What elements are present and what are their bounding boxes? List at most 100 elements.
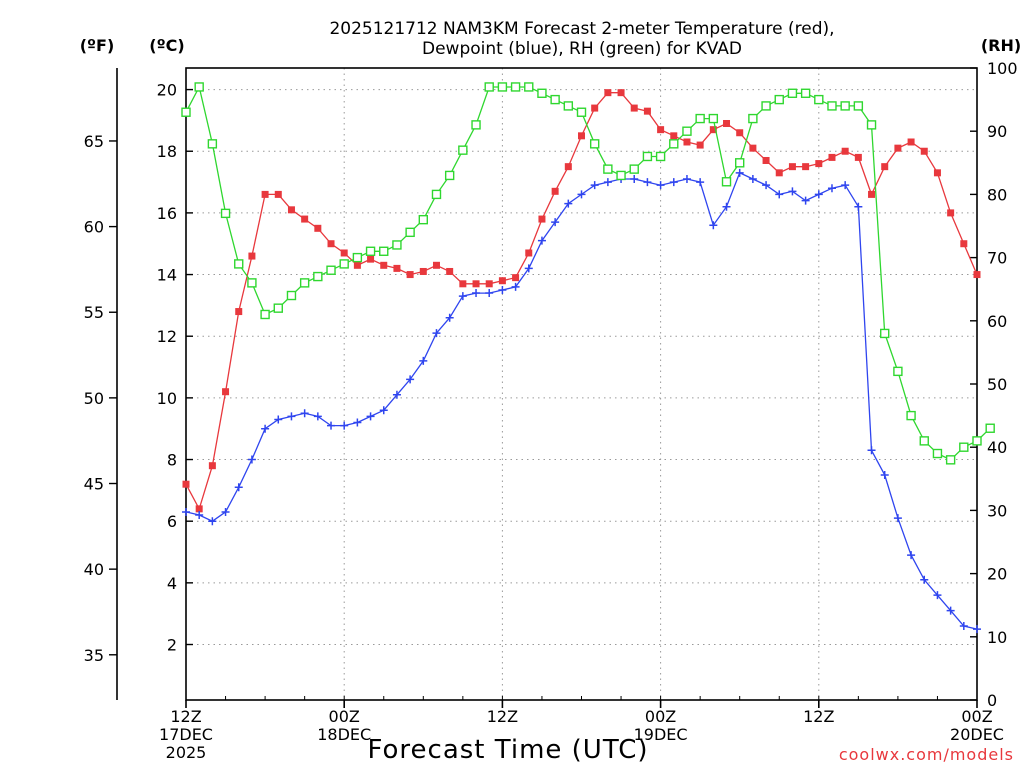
temperature-point xyxy=(933,169,941,177)
rh-tick-label: 100 xyxy=(987,59,1018,78)
temperature-point xyxy=(802,163,810,171)
series-rh xyxy=(181,82,995,465)
series-temperature xyxy=(182,89,981,513)
dewpoint-point xyxy=(432,329,441,338)
rh-point xyxy=(563,101,574,111)
dewpoint-point xyxy=(537,236,546,245)
temperature-point xyxy=(854,153,862,161)
temperature-point xyxy=(274,190,282,198)
temperature-point xyxy=(960,240,968,248)
temperature-point xyxy=(485,280,493,288)
rh-point xyxy=(286,290,297,301)
x-tick-label: 12Z xyxy=(803,707,834,726)
temperature-point xyxy=(723,119,731,127)
temperature-point xyxy=(868,190,876,198)
gridlines xyxy=(186,68,977,700)
celsius-tick-label: 10 xyxy=(157,389,177,408)
temperature-point xyxy=(564,163,572,171)
rh-point xyxy=(207,139,218,149)
rh-point xyxy=(576,107,587,117)
temperature-point xyxy=(894,144,902,152)
fahrenheit-unit-label: (ºF) xyxy=(80,36,115,55)
temperature-point xyxy=(380,261,388,269)
plot-frame xyxy=(185,67,978,701)
data-series xyxy=(181,82,995,634)
rh-tick-label: 30 xyxy=(987,501,1007,520)
rh-point xyxy=(655,151,666,162)
dewpoint-point xyxy=(920,575,929,584)
temperature-point xyxy=(393,264,401,272)
rh-point xyxy=(827,101,837,111)
rh-point xyxy=(642,151,653,162)
rh-point xyxy=(682,126,692,136)
rh-point xyxy=(708,113,719,124)
temperature-point xyxy=(432,261,440,269)
dewpoint-point xyxy=(445,313,454,322)
rh-point xyxy=(458,145,468,155)
dewpoint-point xyxy=(814,190,823,199)
dewpoint-point xyxy=(379,406,388,415)
rh-tick-label: 50 xyxy=(987,375,1007,394)
temperature-point xyxy=(828,153,836,161)
rh-point xyxy=(800,88,811,98)
celsius-tick-label: 6 xyxy=(167,512,177,531)
temperature-point xyxy=(472,280,480,288)
celsius-tick-label: 14 xyxy=(157,266,177,285)
dewpoint-point xyxy=(590,181,599,190)
fahrenheit-tick-label: 60 xyxy=(84,218,104,237)
dewpoint-point xyxy=(867,446,876,455)
rh-point xyxy=(431,189,442,200)
rh-point xyxy=(959,442,969,452)
temperature-point xyxy=(815,160,823,168)
dewpoint-point xyxy=(274,415,283,424)
rh-point xyxy=(945,455,956,465)
celsius-tick-label: 18 xyxy=(157,142,177,161)
rh-point xyxy=(866,120,877,130)
dewpoint-point xyxy=(392,390,401,399)
dewpoint-point xyxy=(973,625,981,634)
rh-point xyxy=(339,259,349,269)
celsius-tick-label: 20 xyxy=(157,81,177,100)
temperature-point xyxy=(670,132,678,140)
rh-point xyxy=(669,139,679,149)
dewpoint-point xyxy=(880,470,889,479)
temperature-point xyxy=(643,107,651,115)
dewpoint-point xyxy=(959,622,968,631)
celsius-unit-label: (ºC) xyxy=(149,36,184,55)
fahrenheit-tick-label: 45 xyxy=(84,475,104,494)
x-tick-label: 19DEC xyxy=(634,725,688,744)
dewpoint-point xyxy=(340,421,349,430)
dewpoint-point xyxy=(208,517,217,526)
dewpoint-point xyxy=(498,285,507,294)
rh-point xyxy=(748,113,758,124)
x-tick-label: 00Z xyxy=(961,707,992,726)
rh-point xyxy=(721,177,732,187)
rh-point xyxy=(814,94,824,105)
rh-point xyxy=(524,82,534,92)
temperature-point xyxy=(736,129,744,137)
rh-point xyxy=(880,328,890,339)
rh-point xyxy=(972,436,982,446)
dewpoint-point xyxy=(722,202,731,211)
rh-tick-label: 60 xyxy=(987,312,1007,331)
dewpoint-point xyxy=(775,190,784,199)
series-dewpoint xyxy=(182,168,981,634)
temperature-point xyxy=(617,89,625,97)
temperature-point xyxy=(630,104,638,112)
rh-point xyxy=(444,170,455,181)
rh-tick-label: 20 xyxy=(987,565,1007,584)
dewpoint-point xyxy=(827,184,836,193)
dewpoint-point xyxy=(788,187,797,196)
rh-tick-label: 10 xyxy=(987,628,1007,647)
x-tick-label: 12Z xyxy=(487,707,518,726)
dewpoint-point xyxy=(551,218,560,227)
temperature-point xyxy=(208,462,216,470)
dewpoint-point xyxy=(458,292,467,301)
rh-point xyxy=(260,309,270,320)
rh-point xyxy=(181,107,191,117)
temperature-point xyxy=(538,215,546,223)
temperature-point xyxy=(775,169,783,177)
x-tick-label: 2025 xyxy=(166,743,207,762)
dewpoint-point xyxy=(907,551,916,560)
temperature-point xyxy=(367,255,375,263)
